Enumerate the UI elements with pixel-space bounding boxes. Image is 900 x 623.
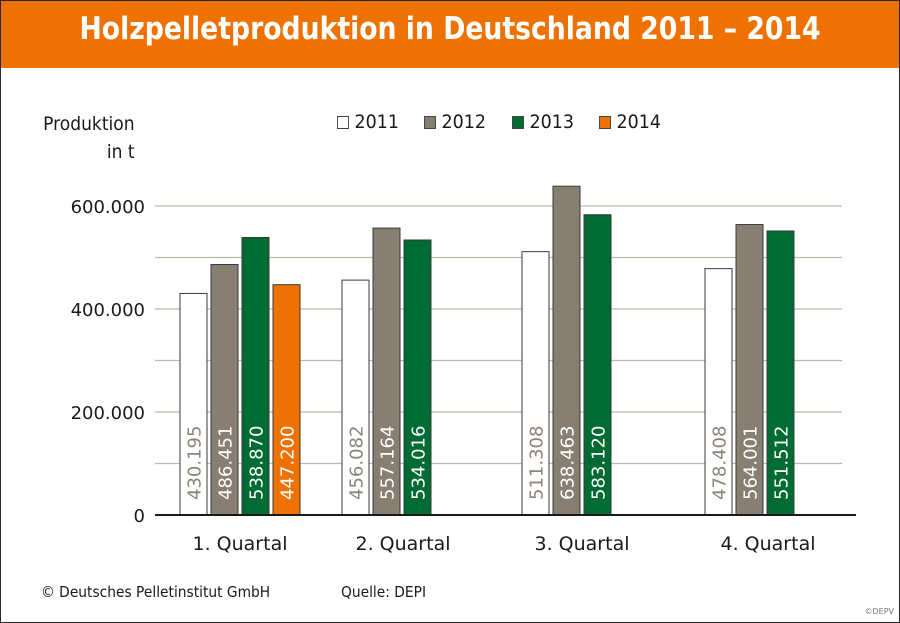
- bar-2011: [521, 251, 550, 516]
- bar-2011: [704, 268, 733, 516]
- data-label: 486.451: [216, 426, 237, 500]
- data-label: 638.463: [558, 426, 579, 500]
- title-banner: Holzpelletproduktion in Deutschland 2011…: [1, 1, 899, 68]
- legend-item-2014: 2014: [599, 111, 661, 133]
- legend-swatch-2013: [511, 115, 524, 129]
- copyright-note: © Deutsches Pelletinstitut GmbH: [41, 583, 271, 601]
- legend-item-2012: 2012: [424, 111, 486, 133]
- data-label: 583.120: [589, 426, 610, 500]
- data-label: 456.082: [347, 426, 368, 500]
- bar-2012: [552, 185, 581, 516]
- watermark: ©DEPV: [864, 607, 894, 616]
- data-label: 557.164: [378, 426, 399, 500]
- data-label: 538.870: [247, 426, 268, 500]
- category-label: 3. Quartal: [535, 533, 630, 555]
- legend-item-2013: 2013: [511, 111, 574, 133]
- bar-2012: [372, 227, 401, 516]
- data-label: 511.308: [527, 426, 548, 500]
- y-tick-label: 400.000: [71, 300, 145, 321]
- legend: 2011 2012 2013 2014: [337, 111, 686, 133]
- data-label: 478.408: [710, 426, 731, 500]
- legend-label-2013: 2013: [529, 111, 574, 133]
- bar-2013: [766, 230, 795, 516]
- bar-2012: [735, 224, 764, 516]
- bar-2012: [210, 263, 239, 516]
- data-label: 534.016: [409, 426, 430, 500]
- y-axis-label-line-2: in t: [106, 141, 135, 163]
- y-tick-label: 600.000: [71, 197, 145, 218]
- chart-title: Holzpelletproduktion in Deutschland 2011…: [79, 11, 821, 47]
- category-label: 4. Quartal: [721, 533, 816, 555]
- y-tick-label: 0: [134, 506, 145, 527]
- bar-2014: [272, 284, 301, 516]
- y-tick-label: 200.000: [71, 403, 145, 424]
- bar-2011: [341, 279, 370, 516]
- data-label: 447.200: [278, 426, 299, 500]
- legend-label-2012: 2012: [441, 111, 487, 133]
- y-axis-label-line-1: Produktion: [43, 113, 135, 135]
- legend-swatch-2011: [337, 115, 349, 129]
- legend-swatch-2014: [599, 115, 612, 129]
- data-label: 551.512: [772, 426, 793, 500]
- y-axis-label: Produktion in t: [41, 110, 135, 166]
- data-label: 430.195: [185, 426, 206, 500]
- bar-2013: [403, 239, 432, 516]
- legend-item-2011: 2011: [337, 111, 399, 133]
- bar-2011: [179, 292, 208, 516]
- legend-label-2011: 2011: [354, 111, 399, 133]
- legend-label-2014: 2014: [616, 111, 662, 133]
- category-label: 1. Quartal: [193, 533, 288, 555]
- source-note: Quelle: DEPI: [341, 583, 427, 601]
- category-label: 2. Quartal: [356, 533, 451, 555]
- legend-swatch-2012: [424, 115, 437, 129]
- bar-2013: [583, 214, 612, 516]
- data-label: 564.001: [741, 426, 762, 500]
